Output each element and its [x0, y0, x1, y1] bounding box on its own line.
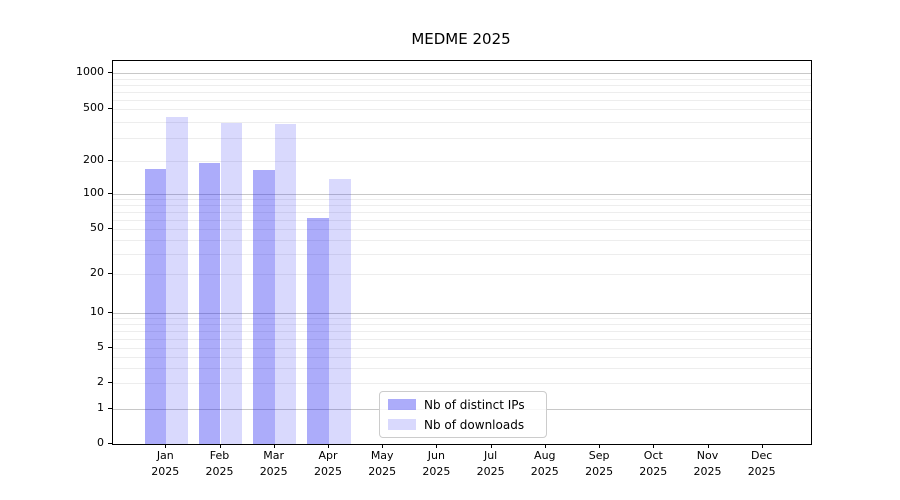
gridline-minor: [113, 274, 811, 275]
x-tick-label-jun: Jun 2025: [422, 449, 451, 478]
x-tick-label-sep: Sep 2025: [585, 449, 614, 478]
x-tick-mark: [436, 444, 438, 448]
x-tick-mark: [219, 444, 221, 448]
x-tick-mark: [165, 444, 167, 448]
legend-row-distinct-ips: Nb of distinct IPs: [388, 396, 538, 413]
y-tick-mark: [108, 108, 112, 109]
x-tick-mark: [653, 444, 655, 448]
y-tick-mark: [108, 347, 112, 348]
gridline-major: [113, 194, 811, 195]
gridline-minor: [113, 254, 811, 256]
chart-title: MEDME 2025: [411, 30, 511, 48]
gridline-minor: [113, 338, 811, 340]
gridline-minor: [113, 205, 811, 207]
bar-distinct-ips-apr: [307, 218, 329, 444]
x-tick-mark: [707, 444, 709, 448]
gridline-minor: [113, 367, 811, 369]
gridline-minor: [113, 121, 811, 123]
y-tick-mark: [108, 228, 112, 229]
y-tick-label: 10: [90, 305, 104, 318]
legend-row-downloads: Nb of downloads: [388, 416, 538, 433]
legend-swatch-downloads: [388, 419, 416, 430]
x-tick-label-dec: Dec 2025: [747, 449, 776, 478]
x-tick-mark: [761, 444, 763, 448]
y-tick-label: 0: [97, 436, 104, 449]
x-tick-label-mar: Mar 2025: [259, 449, 288, 478]
y-tick-label: 20: [90, 266, 104, 279]
gridline-minor: [113, 318, 811, 320]
gridline-minor: [113, 219, 811, 221]
y-tick-mark: [108, 160, 112, 161]
bar-downloads-mar: [274, 123, 297, 444]
gridline-major: [113, 73, 811, 74]
gridline-minor: [113, 199, 811, 201]
gridline-minor: [113, 324, 811, 326]
x-tick-label-oct: Oct 2025: [639, 449, 668, 478]
gridline-minor: [113, 84, 811, 86]
legend-swatch-distinct-ips: [388, 399, 416, 410]
legend: Nb of distinct IPs Nb of downloads: [379, 391, 547, 438]
gridline-minor: [113, 91, 811, 93]
y-tick-mark: [108, 407, 112, 409]
gridline-minor: [113, 383, 811, 384]
x-tick-label-may: May 2025: [368, 449, 397, 478]
bar-distinct-ips-jan: [144, 169, 167, 444]
bar-downloads-jan: [166, 116, 188, 444]
gridline-minor: [113, 109, 811, 110]
gridline-minor: [113, 212, 811, 213]
gridline-minor: [113, 356, 811, 358]
gridline-minor: [113, 331, 811, 332]
gridline-minor: [113, 138, 811, 139]
gridline-minor: [113, 240, 811, 241]
y-tick-mark: [108, 193, 112, 194]
bar-downloads-apr: [329, 178, 351, 444]
y-tick-label: 5: [97, 340, 104, 353]
x-tick-mark: [544, 444, 546, 448]
x-tick-label-feb: Feb 2025: [205, 449, 234, 478]
x-tick-label-jan: Jan 2025: [151, 449, 180, 478]
y-tick-mark: [108, 72, 112, 73]
plot-area: [112, 60, 812, 445]
x-tick-mark: [382, 444, 384, 448]
gridline-minor: [113, 348, 811, 349]
gridline-minor: [113, 229, 811, 230]
y-tick-label: 1: [97, 400, 104, 414]
x-tick-label-aug: Aug 2025: [530, 449, 559, 478]
bar-distinct-ips-feb: [198, 163, 221, 444]
legend-label-distinct-ips: Nb of distinct IPs: [424, 397, 525, 412]
gridline-minor: [113, 99, 811, 101]
x-tick-mark: [328, 444, 329, 448]
bar-distinct-ips-mar: [253, 170, 275, 444]
x-tick-mark: [490, 444, 492, 448]
y-tick-mark: [108, 312, 112, 313]
y-tick-label: 500: [83, 101, 104, 114]
y-tick-label: 50: [90, 221, 104, 234]
y-tick-label: 100: [83, 186, 104, 199]
gridline-minor: [113, 78, 811, 80]
gridline-minor: [113, 161, 811, 162]
y-tick-mark: [108, 443, 112, 444]
y-tick-label: 2: [97, 375, 104, 388]
x-tick-label-jul: Jul 2025: [476, 449, 505, 478]
x-tick-label-nov: Nov 2025: [693, 449, 722, 478]
x-tick-label-apr: Apr 2025: [314, 449, 342, 478]
legend-label-downloads: Nb of downloads: [424, 417, 525, 432]
bar-downloads-feb: [220, 123, 243, 444]
gridline-major: [113, 313, 811, 314]
y-tick-mark: [108, 382, 112, 383]
y-tick-mark: [108, 273, 112, 274]
y-tick-label: 1000: [76, 65, 104, 78]
x-tick-mark: [273, 444, 275, 448]
y-tick-label: 200: [83, 153, 104, 166]
x-tick-mark: [599, 444, 601, 448]
